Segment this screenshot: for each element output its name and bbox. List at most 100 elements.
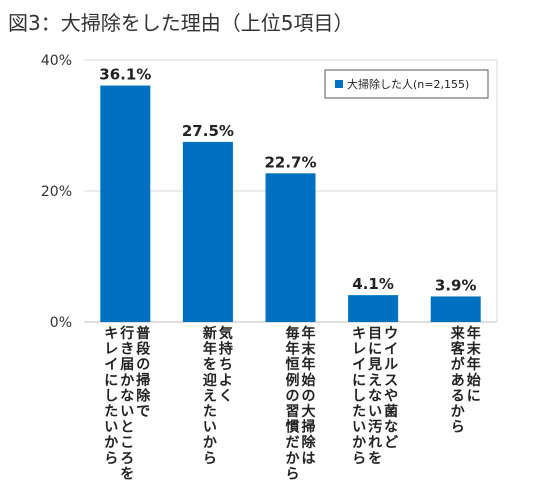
x-tick-label-char: 見 [367, 357, 382, 373]
x-tick-label-char: よ [219, 373, 233, 389]
x-tick-label-char: ウ [384, 326, 398, 342]
data-label: 27.5% [182, 122, 234, 140]
x-tick-label-char: い [203, 420, 217, 436]
x-tick-label-char: 段 [136, 341, 150, 358]
data-label: 4.1% [352, 275, 394, 293]
x-tick-label-char: レ [104, 342, 118, 358]
x-tick-label-char: 年 [467, 325, 481, 342]
x-tick-label-char: は [302, 451, 316, 467]
x-tick-label-char: な [384, 420, 398, 436]
x-tick-label-char: で [136, 404, 150, 420]
x-tick-label-char: い [104, 420, 118, 436]
x-tick-label-char: 普 [136, 325, 150, 342]
x-tick-label-char: 恒 [286, 356, 300, 373]
data-label: 3.9% [435, 276, 477, 294]
x-tick-label-char: 来 [450, 326, 466, 342]
x-tick-label-char: を [120, 466, 134, 482]
legend-swatch [335, 80, 343, 88]
x-tick-label-char: き [120, 342, 134, 358]
x-tick-label-char: ど [384, 435, 398, 451]
x-tick-label-char: え [203, 388, 217, 404]
x-tick-label-char: あ [451, 373, 465, 389]
x-tick-label-char: を [368, 451, 382, 467]
x-tick-label-char: ら [352, 451, 366, 467]
x-tick-label-char: な [120, 388, 134, 404]
legend-label: 大掃除した人(n=2,155) [347, 77, 469, 91]
x-tick-label-char: れ [368, 435, 382, 451]
x-tick-label-char: や [384, 388, 398, 404]
x-tick-label-char: 習 [286, 404, 300, 420]
x-tick-label-char: か [286, 451, 300, 467]
x-axis-labels: 普段の掃除で行き届かないところをキレイにしたいから気持ちよく新年を迎えたいから年… [104, 325, 481, 482]
x-tick-label-char: い [352, 420, 366, 436]
x-tick-label-char: 除 [302, 434, 317, 451]
x-tick-label-char: に [368, 342, 382, 358]
x-tick-label-char: レ [352, 342, 366, 358]
x-tick-label-char: 始 [302, 372, 316, 389]
x-tick-label-char: の [302, 388, 316, 404]
x-tick-label-char: 新 [203, 325, 217, 342]
x-tick-label-char: た [104, 404, 118, 420]
x-tick-label-char: 例 [286, 372, 300, 389]
bar [348, 295, 399, 322]
bar [430, 296, 481, 322]
x-tick-label-char: ら [104, 451, 118, 467]
bar [100, 85, 151, 322]
x-tick-label-char: 行 [119, 325, 134, 342]
x-tick-label-char: ら [451, 420, 465, 436]
x-tick-label-char: 末 [302, 341, 317, 358]
bar [265, 173, 316, 322]
x-tick-label-char: 年 [203, 341, 217, 358]
x-tick-label-char: に [467, 388, 481, 404]
x-tick-label-char: 届 [120, 357, 134, 373]
x-tick-label-char: 毎 [286, 325, 300, 342]
x-tick-label-char: か [451, 404, 465, 420]
y-axis: 0% 20% 40% [41, 53, 72, 331]
x-tick-label-char: 年 [302, 325, 316, 342]
x-tick-label-char: 菌 [384, 403, 398, 420]
x-tick-label-char: に [352, 373, 366, 389]
x-tick-label-char: ら [286, 466, 300, 482]
x-tick-label-char: ろ [120, 451, 134, 467]
y-tick-label: 0% [50, 315, 72, 331]
x-tick-label-char: 年 [467, 356, 481, 373]
x-tick-label-char: ス [384, 373, 398, 389]
x-tick-label-char: か [352, 435, 366, 451]
x-tick-label-char: が [451, 356, 466, 373]
x-tick-label-char: え [368, 373, 382, 389]
x-tick-label-char: か [203, 435, 217, 451]
chart-title: 図3：大掃除をした理由（上位5項目） [8, 11, 353, 35]
x-tick-label-char: に [104, 373, 118, 389]
x-tick-label-char: 汚 [368, 419, 382, 436]
x-tick-label-char: 客 [450, 341, 466, 358]
x-tick-label-char: キ [104, 326, 118, 342]
x-tick-label-char: を [203, 357, 217, 373]
x-tick-label-char: く [219, 388, 233, 404]
x-tick-label-char: 気 [219, 325, 233, 342]
x-tick-label-char: 末 [467, 341, 482, 358]
x-tick-label-char: い [368, 404, 382, 420]
x-tick-label-char: 年 [286, 341, 300, 358]
x-tick-label-char: た [352, 404, 366, 420]
x-tick-label-char: イ [352, 357, 366, 373]
x-tick-label-char: し [104, 388, 118, 404]
x-tick-label-char: ら [203, 451, 217, 467]
data-label: 22.7% [264, 153, 316, 171]
x-tick-label-char: イ [384, 342, 398, 358]
x-tick-label-char: の [286, 388, 300, 404]
bars [100, 85, 481, 322]
x-tick-label-char: 大 [302, 403, 316, 420]
x-tick-label-char: な [368, 388, 382, 404]
x-tick-label-char: 始 [467, 372, 481, 389]
x-tick-label-char: イ [104, 357, 118, 373]
x-tick-label-char: い [120, 404, 134, 420]
x-tick-label-char: こ [120, 435, 134, 451]
x-tick-label-char: 慣 [285, 419, 300, 436]
x-tick-label-char: 目 [368, 326, 382, 342]
x-tick-label-char: の [136, 357, 150, 373]
data-label: 36.1% [99, 66, 151, 84]
x-tick-label-char: 掃 [136, 372, 150, 389]
x-tick-label-char: か [120, 373, 134, 389]
x-tick-label-char: る [451, 388, 465, 404]
y-tick-label: 20% [41, 184, 72, 200]
